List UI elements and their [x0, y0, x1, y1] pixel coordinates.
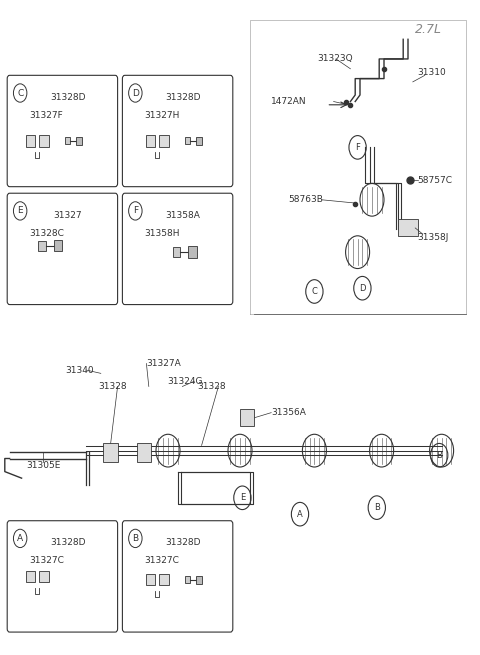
- Bar: [188, 246, 197, 258]
- Text: 58757C: 58757C: [418, 176, 453, 185]
- Text: 31324G: 31324G: [167, 377, 203, 386]
- Text: 31327A: 31327A: [146, 359, 181, 368]
- Bar: [76, 137, 83, 145]
- Text: C: C: [312, 287, 317, 296]
- Text: 31356A: 31356A: [271, 408, 306, 417]
- Bar: [39, 135, 49, 147]
- Text: 31328C: 31328C: [29, 229, 64, 238]
- Text: B: B: [132, 534, 138, 543]
- Text: 31327C: 31327C: [144, 556, 179, 565]
- Text: 31323Q: 31323Q: [317, 54, 352, 64]
- Bar: [54, 240, 62, 252]
- Bar: [185, 138, 190, 144]
- Text: 31358J: 31358J: [418, 233, 449, 242]
- Text: 31305E: 31305E: [26, 460, 61, 470]
- Text: 31328D: 31328D: [50, 538, 85, 548]
- Bar: [146, 574, 155, 586]
- FancyBboxPatch shape: [122, 75, 233, 187]
- Text: 31327: 31327: [53, 211, 82, 220]
- FancyBboxPatch shape: [7, 521, 118, 632]
- FancyBboxPatch shape: [122, 193, 233, 305]
- Text: D: D: [359, 284, 366, 293]
- Bar: [196, 137, 203, 145]
- Text: 31310: 31310: [418, 67, 446, 77]
- Bar: [398, 219, 418, 236]
- Text: 31328D: 31328D: [165, 538, 201, 548]
- Bar: [103, 443, 118, 462]
- Text: 31328: 31328: [98, 382, 127, 391]
- Text: 31328: 31328: [197, 382, 226, 391]
- Text: 31340: 31340: [65, 365, 94, 375]
- Text: 31327H: 31327H: [144, 111, 180, 120]
- Bar: [137, 443, 151, 462]
- Text: 31327C: 31327C: [29, 556, 64, 565]
- Text: 31358A: 31358A: [166, 211, 200, 220]
- Text: F: F: [355, 143, 360, 152]
- Text: E: E: [240, 493, 245, 502]
- Bar: [39, 571, 49, 582]
- FancyBboxPatch shape: [7, 193, 118, 305]
- Bar: [159, 135, 169, 147]
- Bar: [196, 576, 203, 584]
- Bar: [159, 574, 169, 586]
- Text: F: F: [133, 206, 138, 215]
- Bar: [26, 135, 35, 147]
- Text: 31327F: 31327F: [30, 111, 63, 120]
- Text: A: A: [297, 510, 303, 519]
- Text: B: B: [436, 451, 442, 460]
- Bar: [146, 135, 155, 147]
- Bar: [65, 138, 70, 144]
- Text: B: B: [374, 503, 380, 512]
- Text: A: A: [17, 534, 23, 543]
- FancyBboxPatch shape: [122, 521, 233, 632]
- Bar: [38, 240, 46, 250]
- Text: C: C: [17, 88, 24, 98]
- Text: 2.7L: 2.7L: [415, 23, 442, 36]
- Text: 31328D: 31328D: [50, 93, 85, 102]
- Text: 31328D: 31328D: [165, 93, 201, 102]
- Text: E: E: [17, 206, 23, 215]
- FancyBboxPatch shape: [7, 75, 118, 187]
- Text: D: D: [132, 88, 139, 98]
- Bar: [26, 571, 35, 582]
- Text: 1472AN: 1472AN: [271, 97, 307, 106]
- Bar: [173, 247, 180, 257]
- Text: 31358H: 31358H: [144, 229, 180, 238]
- Bar: [240, 409, 254, 426]
- Text: 58763B: 58763B: [288, 195, 323, 204]
- Bar: [185, 576, 190, 583]
